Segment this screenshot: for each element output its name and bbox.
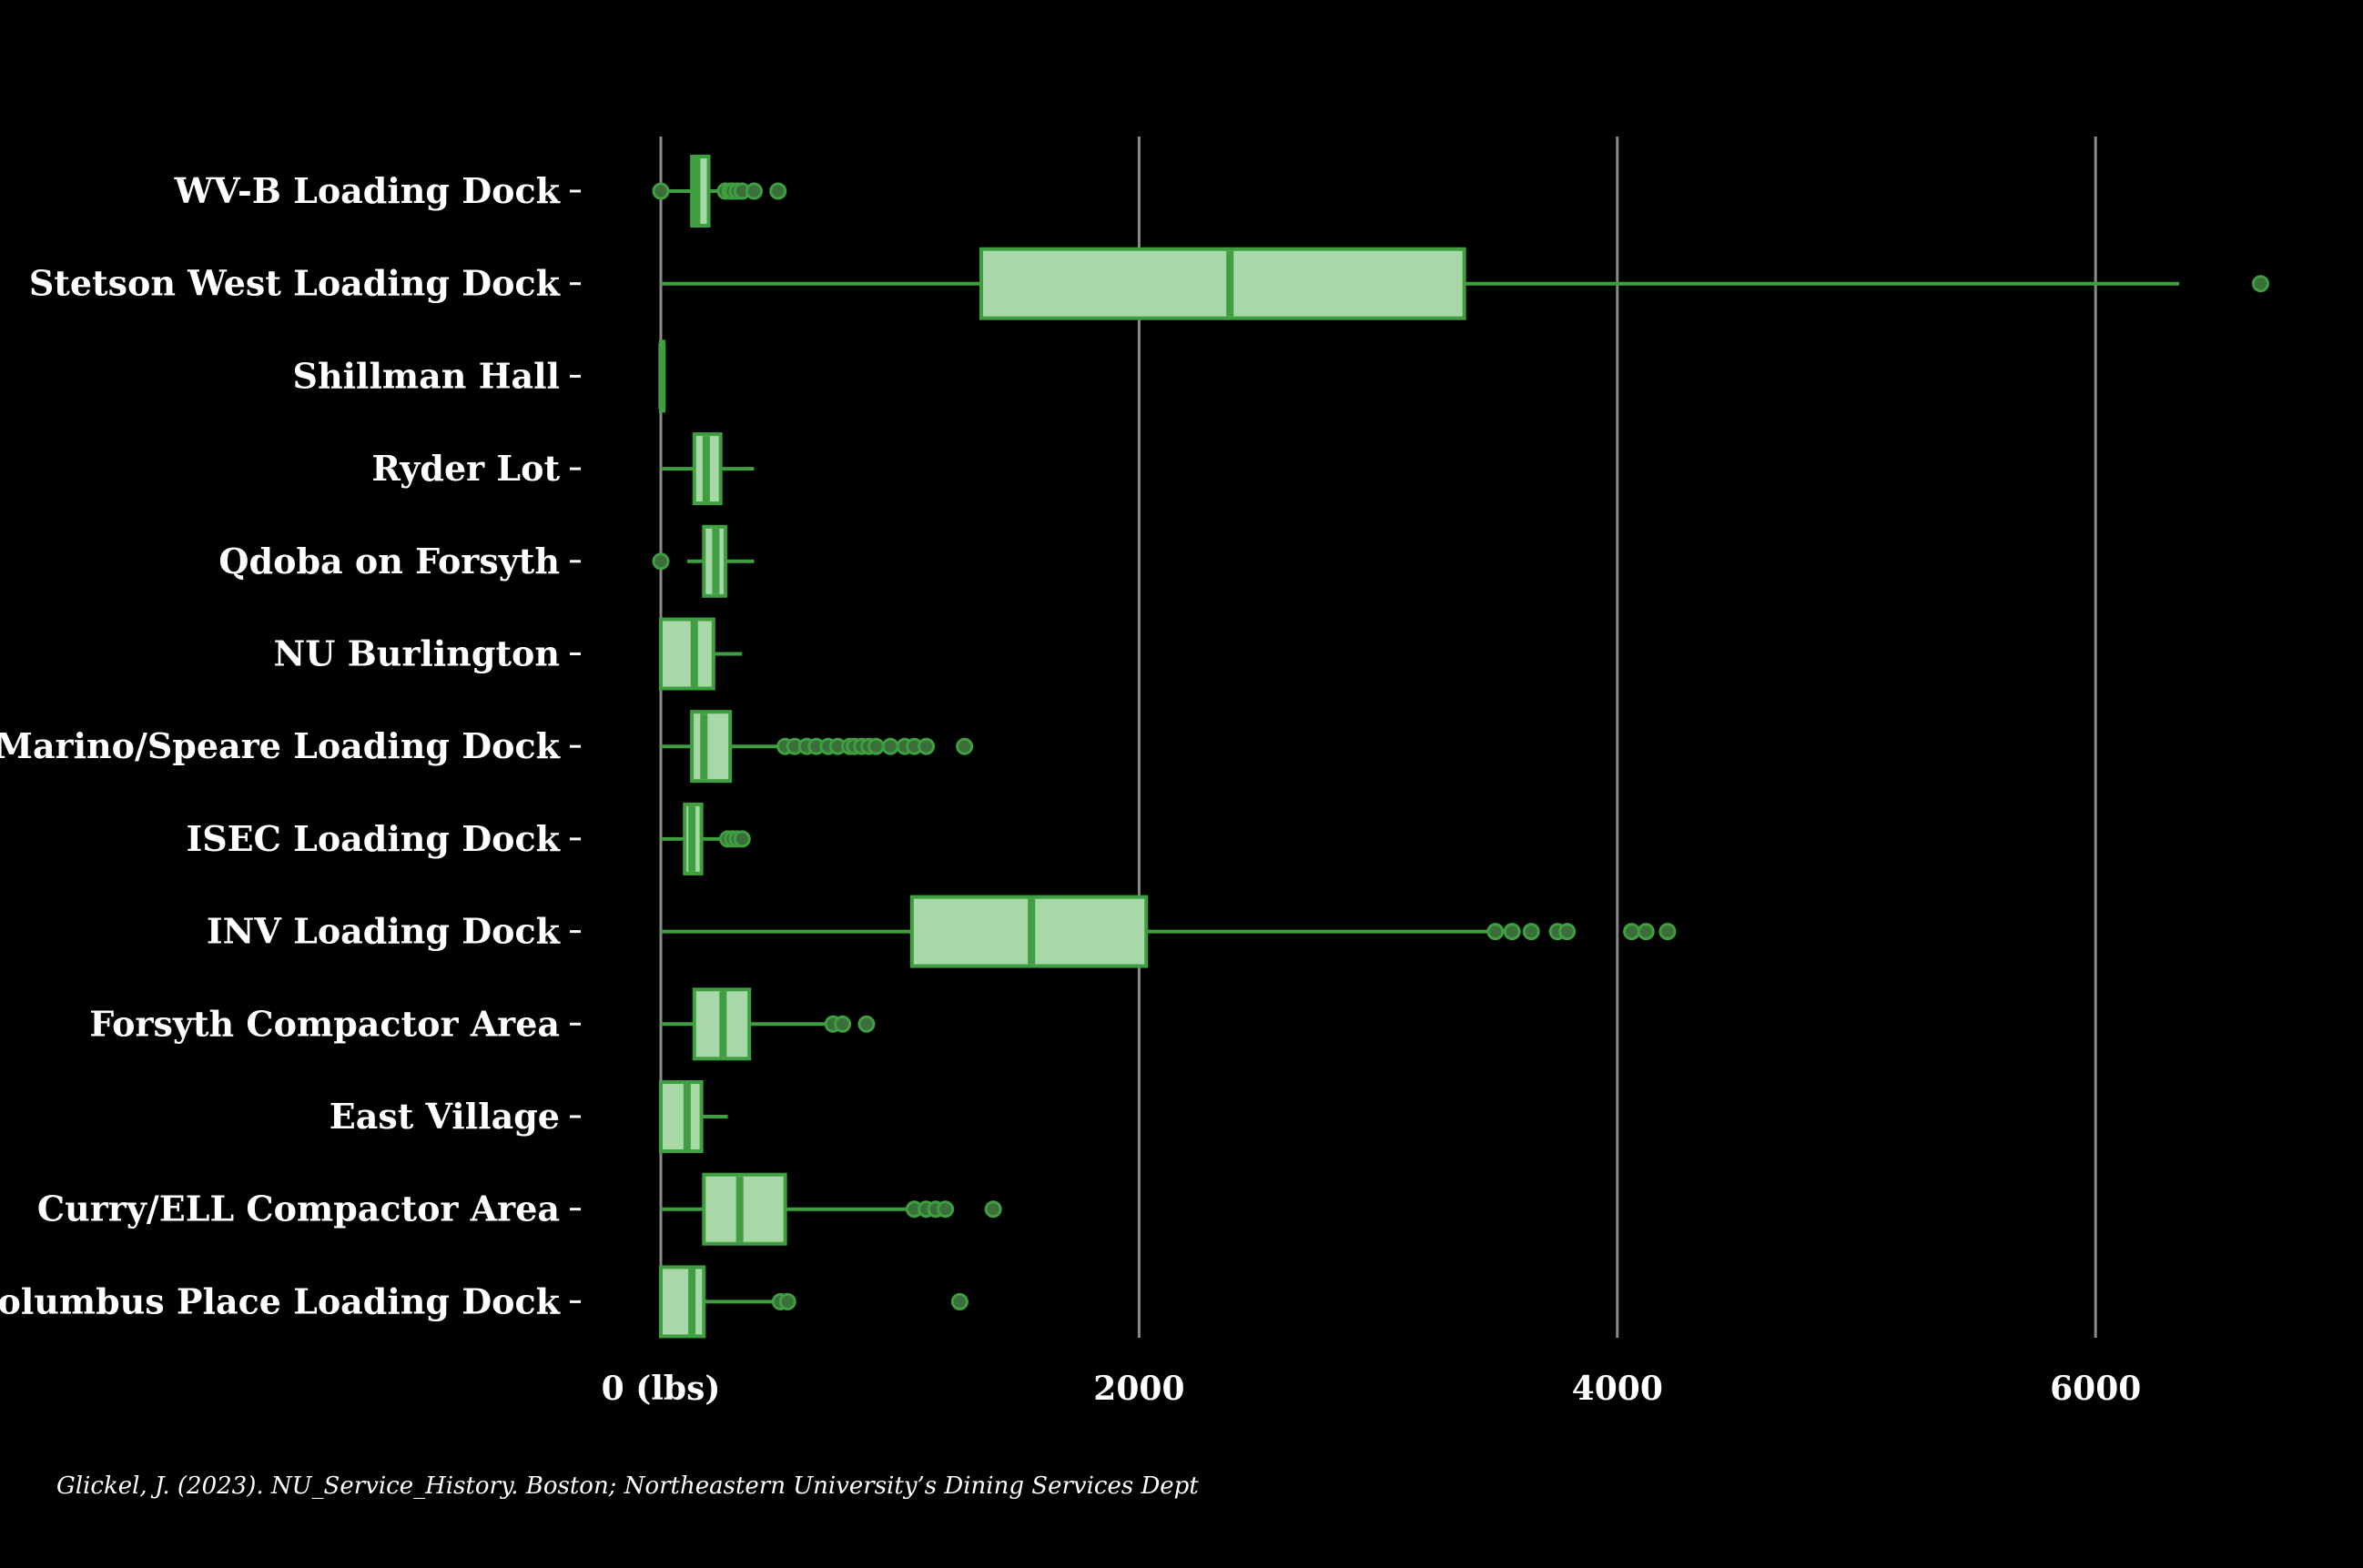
y-tick-label: Columbus Place Loading Dock — [0, 1280, 561, 1321]
outlier-point — [881, 737, 899, 755]
x-tick-label: 6000 — [2050, 1370, 2141, 1408]
outlier-point — [1658, 923, 1677, 941]
box-group — [661, 802, 751, 875]
outlier-point — [1503, 923, 1521, 941]
outlier-point — [1558, 923, 1577, 941]
box-group — [661, 895, 1677, 968]
outlier-point — [937, 1200, 955, 1219]
y-tick-label: NU Burlington — [274, 633, 560, 674]
y-tick-label: Curry/ELL Compactor Area — [37, 1189, 560, 1229]
box-iqr — [979, 247, 1466, 320]
x-axis: 0 (lbs) 2000 4000 6000 — [602, 1370, 2142, 1408]
box-group — [659, 1080, 728, 1153]
outlier-point — [745, 182, 763, 200]
box-group — [659, 617, 743, 691]
outlier-point — [1522, 923, 1540, 941]
box-group — [652, 155, 787, 228]
outlier-point — [956, 737, 974, 755]
outlier-point — [857, 1015, 876, 1033]
box-group — [652, 524, 755, 598]
outlier-point — [778, 1292, 796, 1310]
x-tick-label: 0 (lbs) — [602, 1370, 721, 1408]
boxes-layer — [652, 155, 2269, 1339]
box-iqr — [690, 710, 733, 784]
y-tick-label: INV Loading Dock — [207, 911, 561, 952]
box-iqr — [659, 1080, 704, 1153]
outlier-point — [2251, 275, 2269, 293]
outlier-point — [1623, 923, 1641, 941]
box-group — [661, 247, 2269, 320]
x-tick-label: 4000 — [1572, 1370, 1663, 1408]
outlier-point — [733, 830, 751, 848]
box-group — [661, 987, 876, 1061]
outlier-point — [834, 1015, 852, 1033]
outlier-point — [867, 737, 885, 755]
y-tick-label: ISEC Loading Dock — [186, 818, 560, 859]
y-tick-label: Qdoba on Forsyth — [218, 541, 560, 582]
outlier-point — [984, 1200, 1002, 1219]
outlier-point — [1486, 923, 1505, 941]
outlier-point — [950, 1292, 969, 1310]
source-caption: Glickel, J. (2023). NU_Service_History. … — [56, 1472, 1199, 1500]
outlier-point — [652, 182, 670, 200]
y-tick-label: Ryder Lot — [371, 448, 560, 489]
outlier-point — [918, 737, 936, 755]
outlier-point — [652, 552, 670, 571]
outlier-point — [769, 182, 787, 200]
box-group — [659, 1265, 969, 1339]
outlier-point — [1637, 923, 1655, 941]
y-tick-label: WV-B Loading Dock — [174, 170, 561, 211]
box-iqr — [659, 617, 715, 691]
y-tick-label: Stetson West Loading Dock — [29, 263, 561, 304]
box-group — [661, 1172, 1002, 1246]
box-iqr — [702, 1172, 787, 1246]
box-group — [661, 432, 755, 506]
y-tick-label: Shillman Hall — [293, 355, 560, 396]
box-group — [658, 339, 666, 413]
y-tick-label: Forsyth Compactor Area — [89, 1003, 560, 1044]
box-iqr — [659, 1265, 706, 1339]
y-tick-label: East Village — [330, 1096, 560, 1137]
box-group — [661, 710, 974, 784]
y-axis: WV-B Loading Dock Stetson West Loading Do… — [0, 170, 581, 1321]
y-tick-label: Marino/Speare Loading Dock — [0, 725, 561, 766]
x-tick-label: 2000 — [1093, 1370, 1184, 1408]
